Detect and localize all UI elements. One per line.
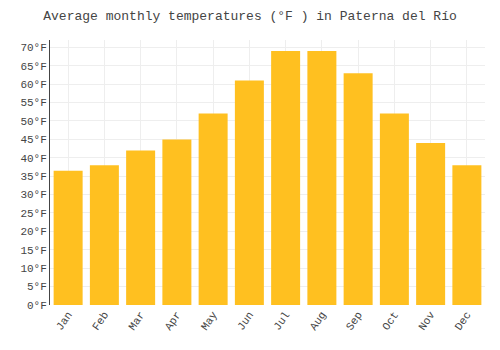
svg-text:55°F: 55°F [20,97,46,109]
svg-text:Jan: Jan [54,309,75,332]
svg-text:Average monthly temperatures (: Average monthly temperatures (°F ) in Pa… [43,9,456,24]
svg-text:0°F: 0°F [27,300,47,312]
svg-text:Nov: Nov [416,309,437,332]
svg-text:50°F: 50°F [20,116,46,128]
svg-text:65°F: 65°F [20,61,46,73]
svg-text:5°F: 5°F [27,281,47,293]
svg-text:25°F: 25°F [20,208,46,220]
svg-text:Apr: Apr [163,309,184,332]
svg-text:Dec: Dec [453,309,474,332]
svg-text:40°F: 40°F [20,153,46,165]
svg-text:Sep: Sep [344,309,365,332]
svg-text:15°F: 15°F [20,245,46,257]
svg-text:Feb: Feb [90,309,111,332]
svg-text:30°F: 30°F [20,189,46,201]
svg-text:20°F: 20°F [20,226,46,238]
svg-text:10°F: 10°F [20,263,46,275]
svg-text:Mar: Mar [126,309,147,332]
svg-text:70°F: 70°F [20,42,46,54]
svg-text:May: May [199,309,220,332]
svg-text:Oct: Oct [380,309,401,332]
svg-text:Jun: Jun [235,309,256,332]
svg-text:35°F: 35°F [20,171,46,183]
svg-text:Aug: Aug [308,309,329,332]
svg-text:45°F: 45°F [20,134,46,146]
svg-text:60°F: 60°F [20,79,46,91]
svg-text:Jul: Jul [271,309,292,332]
